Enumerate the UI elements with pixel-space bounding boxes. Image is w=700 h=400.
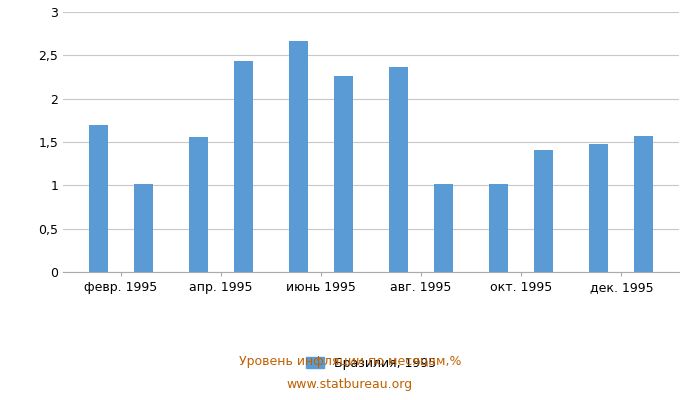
Text: www.statbureau.org: www.statbureau.org: [287, 378, 413, 391]
Bar: [289, 41, 308, 272]
Bar: [534, 150, 553, 272]
Bar: [189, 137, 208, 272]
Legend: Бразилия, 1995: Бразилия, 1995: [300, 352, 442, 375]
Bar: [234, 60, 253, 272]
Bar: [634, 136, 654, 272]
Bar: [434, 184, 453, 272]
Bar: [134, 184, 153, 272]
Bar: [489, 184, 508, 272]
Bar: [334, 76, 353, 272]
Bar: [88, 125, 108, 272]
Bar: [589, 144, 608, 272]
Bar: [389, 67, 408, 272]
Text: Уровень инфляции по месяцам,%: Уровень инфляции по месяцам,%: [239, 356, 461, 368]
